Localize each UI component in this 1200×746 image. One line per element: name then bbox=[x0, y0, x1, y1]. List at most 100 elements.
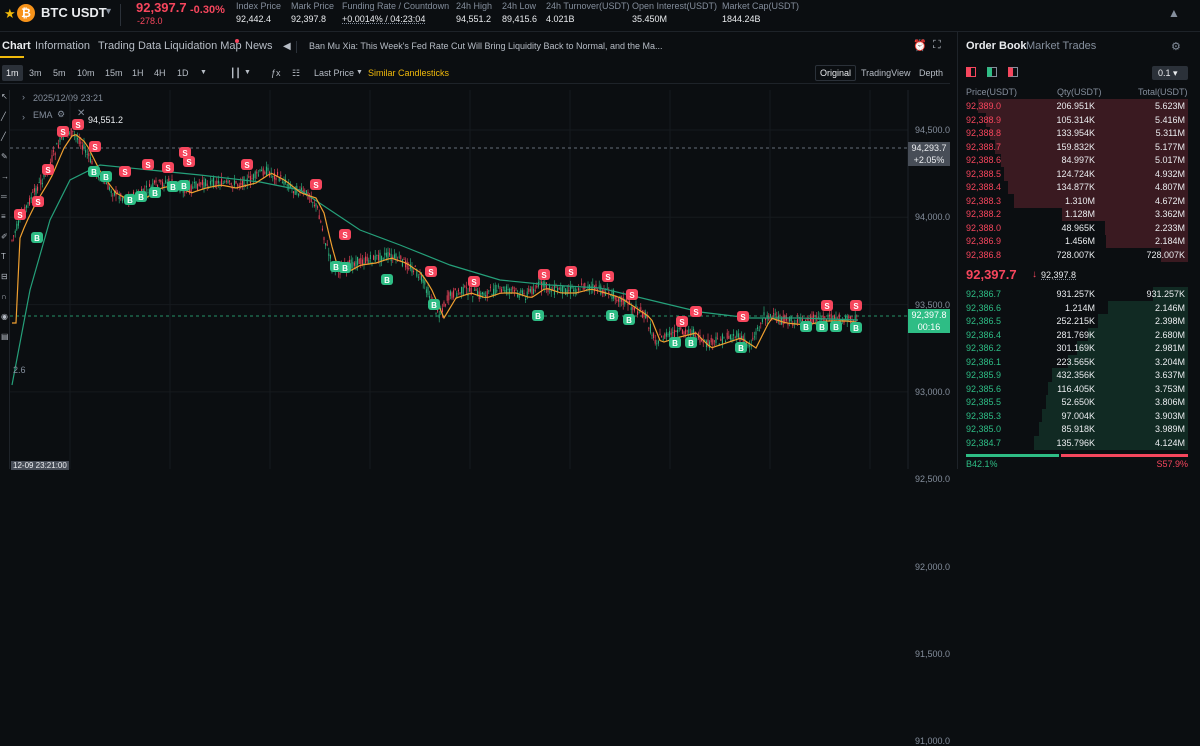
buy-marker bbox=[149, 187, 161, 198]
buy-marker-label: B bbox=[127, 196, 133, 205]
view-tradingview[interactable]: TradingView bbox=[861, 68, 911, 78]
similar-candlesticks[interactable]: Similar Candlesticks bbox=[368, 68, 450, 78]
bid-row[interactable]: 92,385.3 97.004K 3.903M bbox=[958, 409, 1200, 423]
tab-market-trades[interactable]: Market Trades bbox=[1026, 40, 1097, 52]
candle-body bbox=[454, 288, 456, 291]
ask-row[interactable]: 92,388.7 159.832K 5.177M bbox=[958, 140, 1200, 154]
interval-10m[interactable]: 10m bbox=[77, 68, 95, 78]
tab-information[interactable]: Information bbox=[35, 40, 91, 52]
tab-trading-data[interactable]: Trading Data bbox=[98, 40, 162, 52]
bid-row[interactable]: 92,385.0 85.918K 3.989M bbox=[958, 422, 1200, 436]
tab-news[interactable]: News bbox=[245, 40, 273, 52]
cursor-tool-icon[interactable]: ↖ bbox=[1, 92, 8, 101]
news-ticker[interactable]: Ban Mu Xia: This Week's Fed Rate Cut Wil… bbox=[309, 41, 663, 51]
view-original[interactable]: Original bbox=[815, 65, 857, 81]
price-type-dropdown-icon[interactable]: ▼ bbox=[356, 69, 363, 76]
eye-tool-icon[interactable]: ◉ bbox=[1, 312, 8, 321]
ruler-tool-icon[interactable]: ⊟ bbox=[1, 272, 8, 281]
depth-bar bbox=[1062, 207, 1188, 221]
candle-body bbox=[523, 293, 525, 295]
pen-tool-icon[interactable]: ✎ bbox=[1, 152, 8, 161]
candle-dropdown-icon[interactable]: ▼ bbox=[244, 69, 251, 76]
interval-1m[interactable]: 1m bbox=[2, 65, 23, 81]
bid-row[interactable]: 92,385.5 52.650K 3.806M bbox=[958, 395, 1200, 409]
indicator-icon[interactable]: ƒx bbox=[271, 68, 281, 78]
ask-row[interactable]: 92,388.9 105.314K 5.416M bbox=[958, 113, 1200, 127]
view-bids-icon[interactable] bbox=[987, 67, 997, 77]
bid-row[interactable]: 92,386.2 301.169K 2.981M bbox=[958, 341, 1200, 355]
trash-tool-icon[interactable]: ▤ bbox=[1, 332, 9, 341]
interval-dropdown-icon[interactable]: ▼ bbox=[200, 69, 207, 76]
candle-body bbox=[326, 244, 328, 246]
sell-marker bbox=[468, 276, 480, 287]
ask-row[interactable]: 92,389.0 206.951K 5.623M bbox=[958, 99, 1200, 113]
ray-tool-icon[interactable]: ╱ bbox=[1, 132, 6, 141]
favorite-star-icon[interactable]: ★ bbox=[4, 6, 16, 21]
tab-order-book[interactable]: Order Book bbox=[966, 40, 1027, 52]
bid-row[interactable]: 92,386.4 281.769K 2.680M bbox=[958, 328, 1200, 342]
buy-marker-label: B bbox=[138, 193, 144, 202]
interval-5m[interactable]: 5m bbox=[53, 68, 66, 78]
tab-liquidation-map[interactable]: Liquidation Map bbox=[164, 40, 242, 52]
interval-1d[interactable]: 1D bbox=[177, 68, 189, 78]
bid-row[interactable]: 92,386.1 223.565K 3.204M bbox=[958, 355, 1200, 369]
bid-row[interactable]: 92,385.6 116.405K 3.753M bbox=[958, 382, 1200, 396]
bid-row[interactable]: 92,386.7 931.257K 931.257K bbox=[958, 287, 1200, 301]
chevron-down-icon[interactable]: ▼ bbox=[104, 6, 113, 16]
indicator-settings-icon[interactable]: ⚙ bbox=[57, 109, 66, 119]
precision-select[interactable]: 0.1 ▾ bbox=[1152, 66, 1188, 80]
ask-row[interactable]: 92,388.4 134.877K 4.807M bbox=[958, 180, 1200, 194]
candle-body bbox=[441, 308, 443, 313]
ask-row[interactable]: 92,386.9 1.456M 2.184M bbox=[958, 234, 1200, 248]
interval-3m[interactable]: 3m bbox=[29, 68, 42, 78]
candle-body bbox=[366, 256, 368, 262]
candle-body bbox=[227, 180, 229, 183]
bid-row[interactable]: 92,384.7 135.796K 4.124M bbox=[958, 436, 1200, 450]
expand-chevron-icon-2[interactable]: › bbox=[22, 112, 25, 122]
view-both-icon[interactable] bbox=[966, 67, 976, 77]
indicator-close-icon[interactable]: ✕ bbox=[77, 108, 86, 119]
ask-row[interactable]: 92,388.6 84.997K 5.017M bbox=[958, 153, 1200, 167]
magnet-tool-icon[interactable]: ∩ bbox=[1, 292, 7, 301]
candle-body bbox=[413, 271, 415, 273]
interval-1h[interactable]: 1H bbox=[132, 68, 144, 78]
view-depth[interactable]: Depth bbox=[919, 68, 944, 78]
candle-body bbox=[69, 132, 71, 134]
fib-tool-icon[interactable]: ≡ bbox=[1, 212, 6, 221]
fullscreen-icon[interactable]: ⛶ bbox=[933, 39, 941, 51]
ema-indicator-label[interactable]: EMA bbox=[33, 110, 53, 120]
price-chart[interactable]: ↖ ╱ ╱ ✎ → ═ ≡ ✐ T ⊟ ∩ ◉ ▤ › › 2025/12/09… bbox=[0, 90, 952, 746]
candle-type-icon[interactable]: ┃┃ bbox=[230, 68, 241, 78]
ask-row[interactable]: 92,388.5 124.724K 4.932M bbox=[958, 167, 1200, 181]
orderbook-settings-icon[interactable]: ⚙ bbox=[1171, 41, 1181, 53]
ask-row[interactable]: 92,388.2 1.128M 3.362M bbox=[958, 207, 1200, 221]
candle-body bbox=[16, 223, 18, 230]
price-type-select[interactable]: Last Price bbox=[314, 68, 355, 78]
candle-body bbox=[600, 285, 602, 295]
bid-row[interactable]: 92,386.6 1.214M 2.146M bbox=[958, 301, 1200, 315]
tab-chart[interactable]: Chart bbox=[2, 40, 31, 52]
bid-row[interactable]: 92,386.5 252.215K 2.398M bbox=[958, 314, 1200, 328]
ask-row[interactable]: 92,386.8 728.007K 728.007K bbox=[958, 248, 1200, 262]
bid-row[interactable]: 92,385.9 432.356K 3.637M bbox=[958, 368, 1200, 382]
text-tool-icon[interactable]: T bbox=[1, 252, 6, 261]
brush-tool-icon[interactable]: ✐ bbox=[1, 232, 8, 241]
horizontal-line-tool-icon[interactable]: ═ bbox=[1, 192, 7, 201]
arrow-tool-icon[interactable]: → bbox=[1, 172, 9, 181]
candle-body bbox=[86, 153, 88, 155]
ask-row[interactable]: 92,388.3 1.310M 4.672M bbox=[958, 194, 1200, 208]
candle-body bbox=[582, 288, 584, 290]
candle-body bbox=[461, 286, 463, 294]
ask-row[interactable]: 92,388.0 48.965K 2.233M bbox=[958, 221, 1200, 235]
line-tool-icon[interactable]: ╱ bbox=[1, 112, 6, 121]
interval-4h[interactable]: 4H bbox=[154, 68, 166, 78]
view-asks-icon[interactable] bbox=[1008, 67, 1018, 77]
collapse-up-icon[interactable]: ▲ bbox=[1168, 6, 1180, 20]
alarm-icon[interactable]: ⏰ bbox=[913, 40, 927, 52]
expand-chevron-icon[interactable]: › bbox=[22, 92, 25, 102]
settings-list-icon[interactable]: ☷ bbox=[292, 68, 301, 78]
interval-15m[interactable]: 15m bbox=[105, 68, 123, 78]
ask-row[interactable]: 92,388.8 133.954K 5.311M bbox=[958, 126, 1200, 140]
candle-body bbox=[657, 340, 659, 344]
pair-name[interactable]: BTC USDT bbox=[41, 5, 107, 20]
